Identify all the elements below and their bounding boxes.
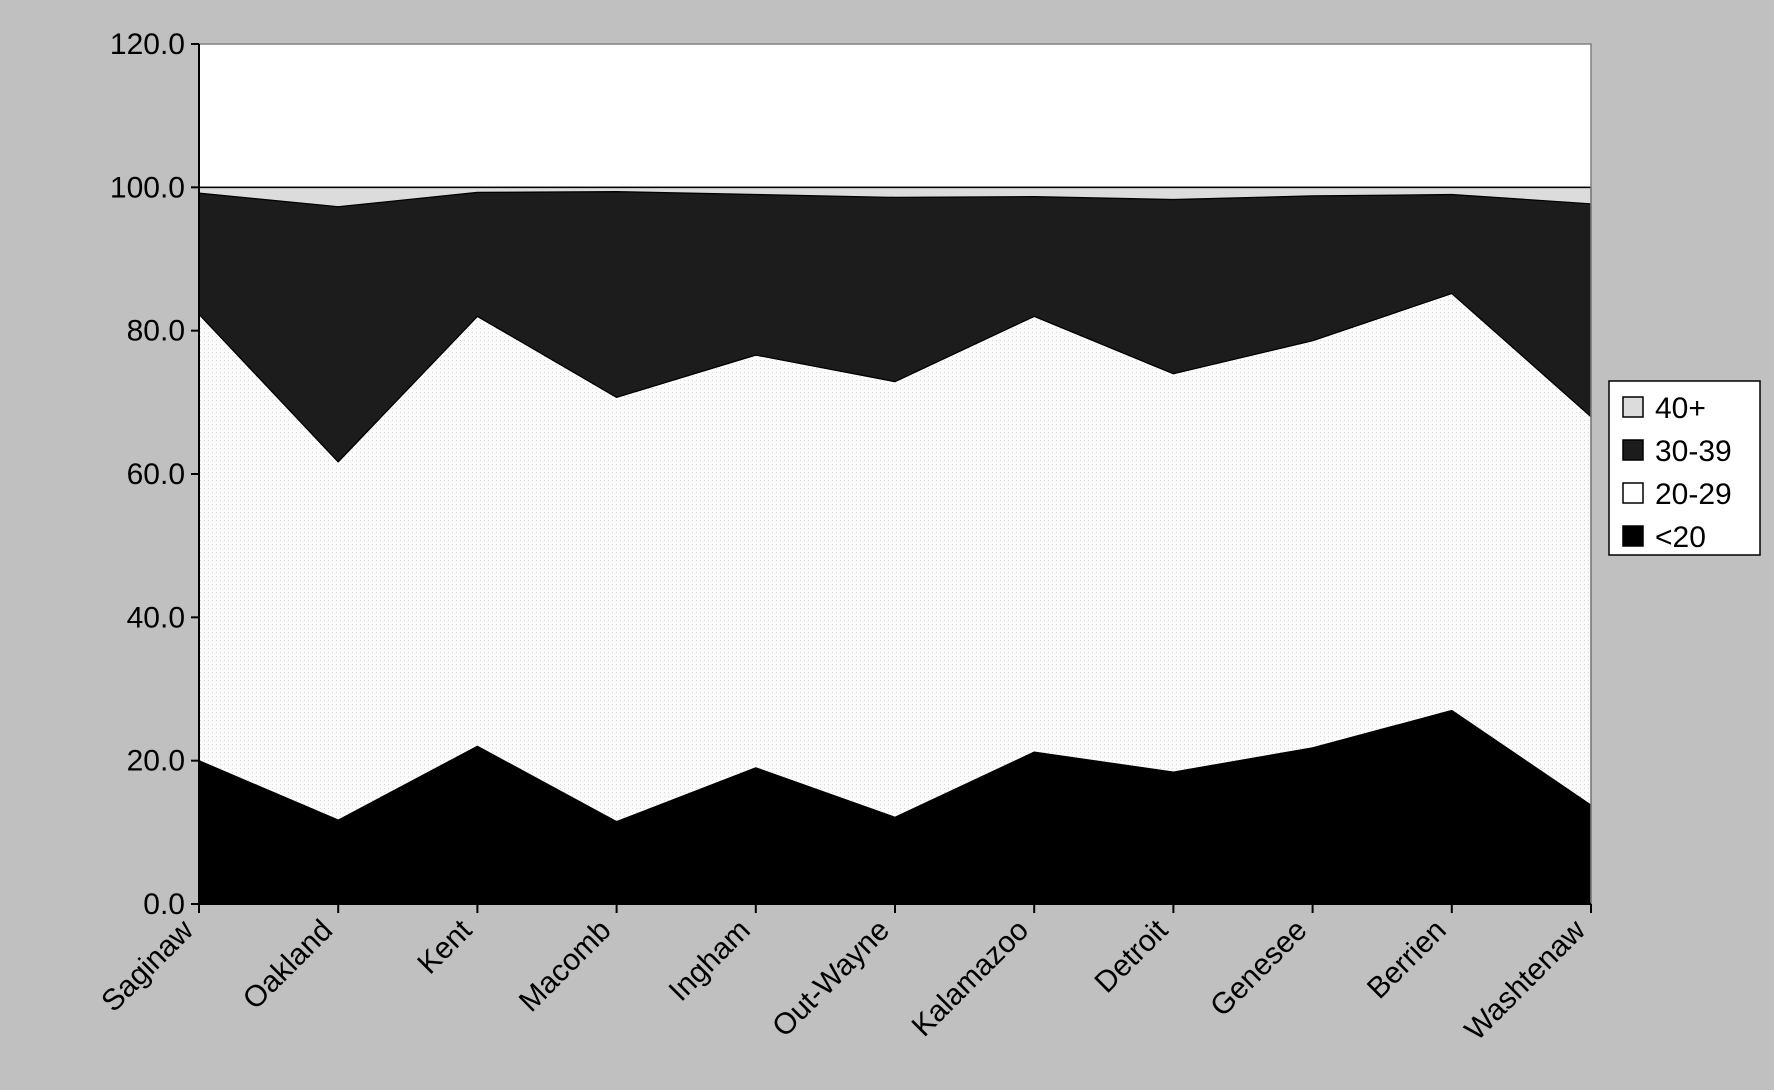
x-tick-label: Kent xyxy=(411,913,478,980)
x-tick-label: Ingham xyxy=(663,914,757,1008)
x-tick-label: Macomb xyxy=(513,914,618,1019)
x-tick-label: Kalamazoo xyxy=(906,914,1035,1043)
x-tick-label: Washtenaw xyxy=(1459,913,1593,1047)
legend-label: <20 xyxy=(1655,521,1706,554)
y-tick-label: 20.0 xyxy=(127,745,185,778)
x-tick-label: Saginaw xyxy=(95,913,200,1018)
legend-label: 40+ xyxy=(1655,392,1706,425)
legend-label: 20-29 xyxy=(1655,478,1732,511)
y-tick-label: 100.0 xyxy=(110,171,185,204)
y-tick-label: 60.0 xyxy=(127,458,185,491)
legend-swatch xyxy=(1622,439,1644,461)
legend: 40+ 30-39 20-29 <20 xyxy=(1608,380,1761,556)
legend-label: 30-39 xyxy=(1655,435,1732,468)
y-tick-label: 120.0 xyxy=(110,28,185,61)
x-tick-label: Detroit xyxy=(1089,913,1175,999)
legend-swatch xyxy=(1622,396,1644,418)
x-tick-label: Out-Wayne xyxy=(766,914,896,1044)
y-tick-label: 80.0 xyxy=(127,315,185,348)
legend-swatch xyxy=(1622,525,1644,547)
x-tick-label: Berrien xyxy=(1361,914,1453,1006)
y-tick-label: 40.0 xyxy=(127,601,185,634)
x-tick-label: Oakland xyxy=(237,914,339,1016)
legend-swatch xyxy=(1622,482,1644,504)
series-areas xyxy=(198,186,1592,905)
y-tick-label: 0.0 xyxy=(143,888,185,921)
x-tick-label: Genesee xyxy=(1204,914,1313,1023)
